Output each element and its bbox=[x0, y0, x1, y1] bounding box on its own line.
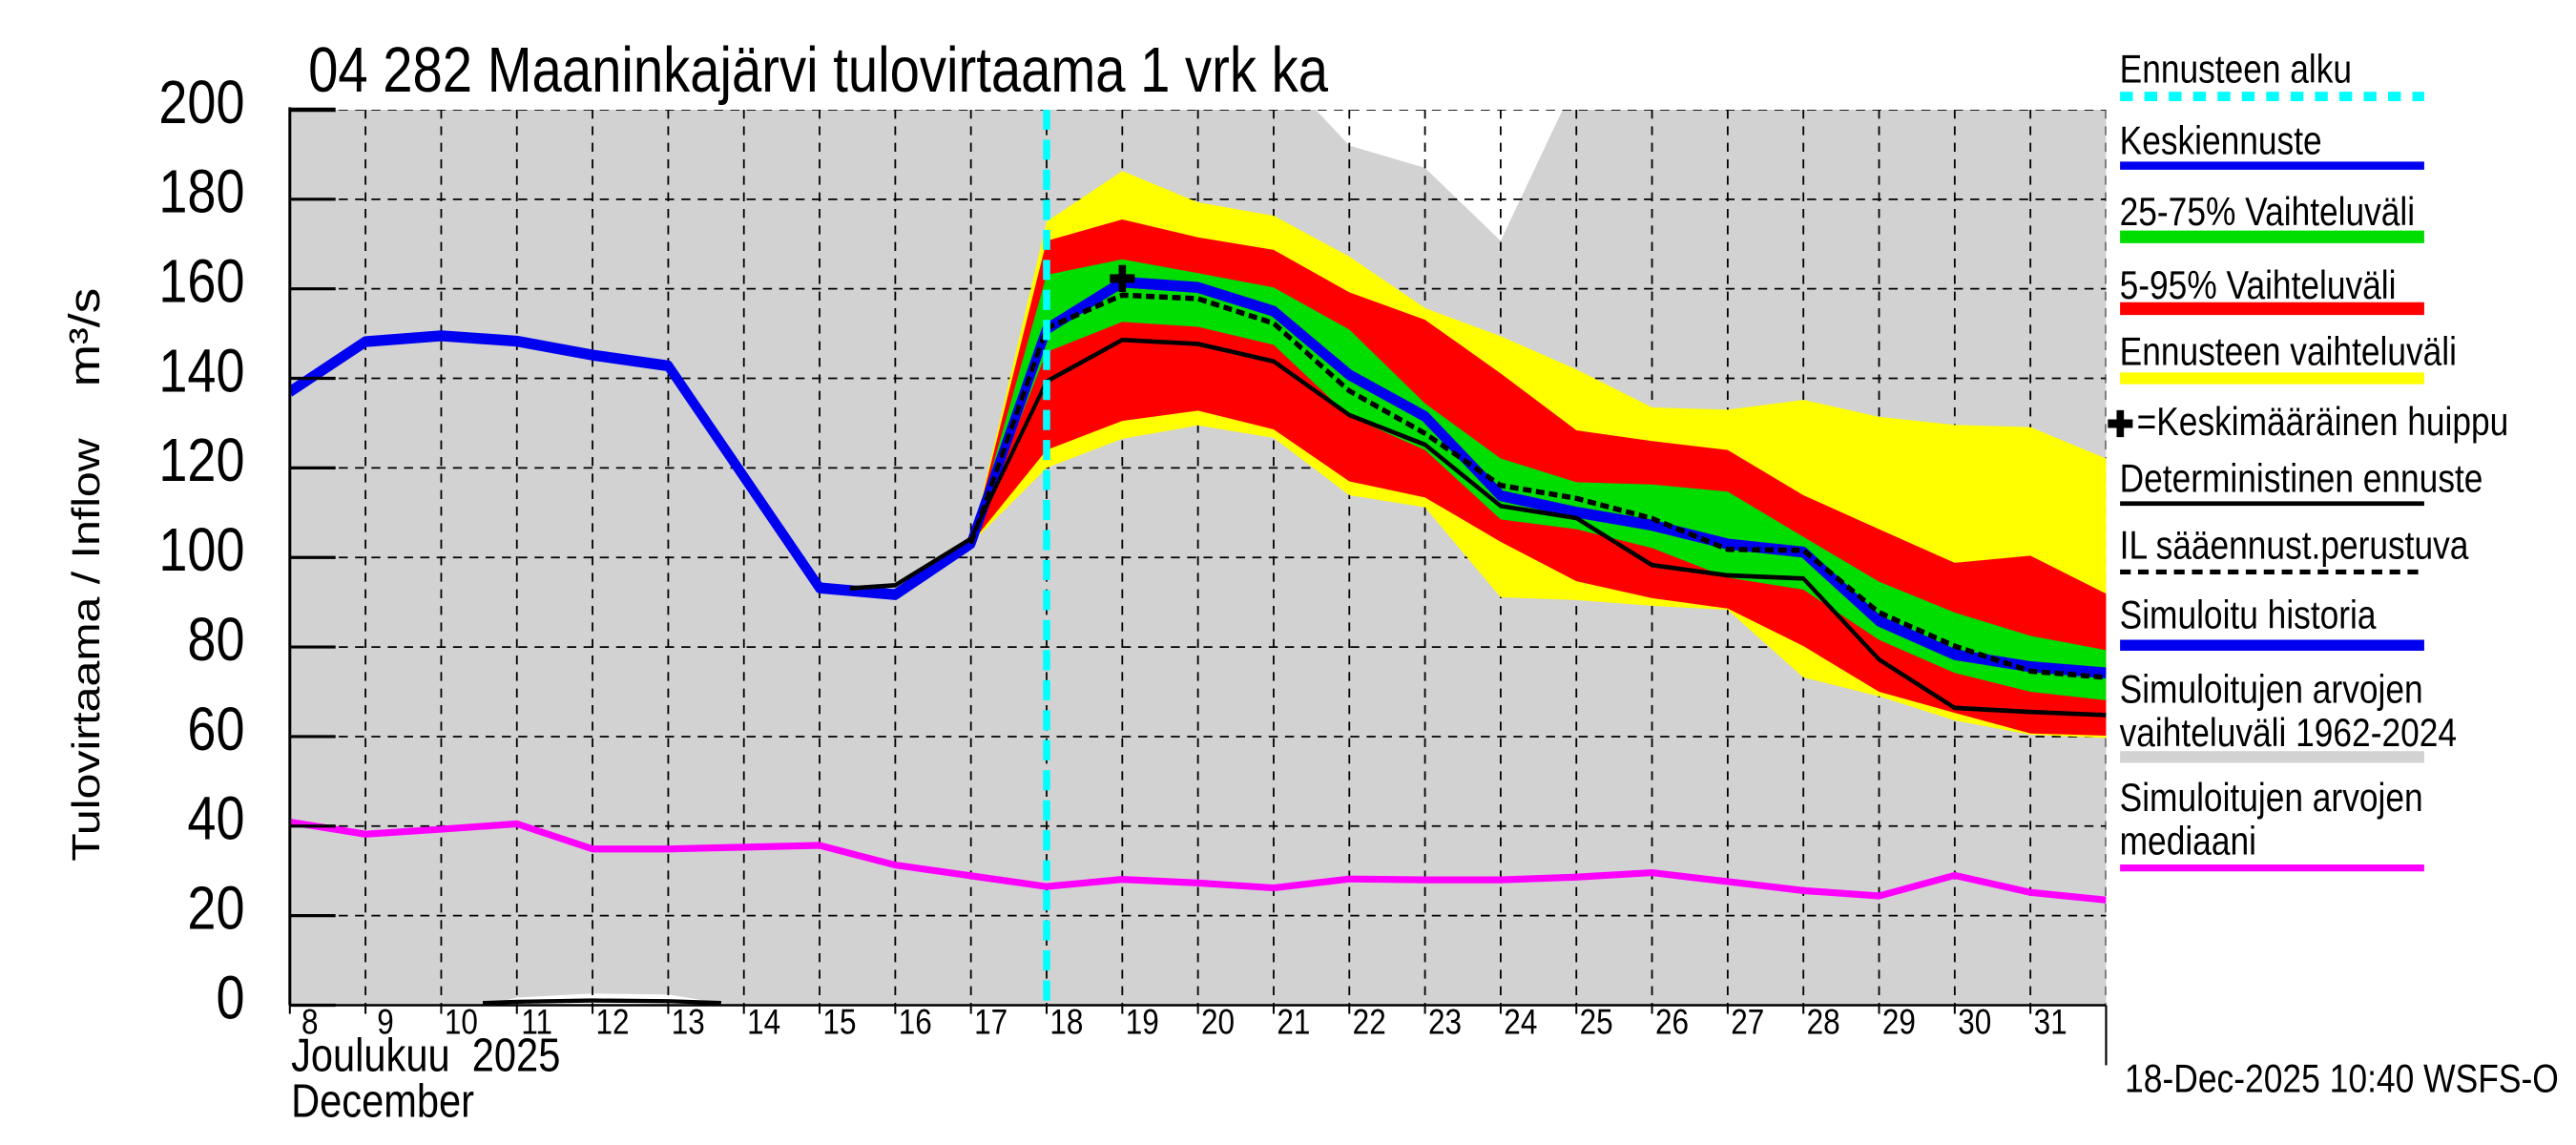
svg-text:Ennusteen vaihteluväli: Ennusteen vaihteluväli bbox=[2120, 330, 2457, 374]
svg-text:17: 17 bbox=[974, 1003, 1008, 1042]
svg-text:200: 200 bbox=[158, 67, 244, 135]
svg-text:11: 11 bbox=[521, 1003, 552, 1042]
svg-text:m³/s: m³/s bbox=[61, 288, 109, 387]
svg-text:16: 16 bbox=[899, 1003, 932, 1042]
svg-text:vaihteluväli 1962-2024: vaihteluväli 1962-2024 bbox=[2120, 711, 2457, 755]
svg-text:24: 24 bbox=[1504, 1003, 1537, 1042]
svg-text:mediaani: mediaani bbox=[2120, 820, 2256, 864]
svg-text:25-75% Vaihteluväli: 25-75% Vaihteluväli bbox=[2120, 190, 2415, 234]
svg-text:27: 27 bbox=[1731, 1003, 1764, 1042]
svg-text:12: 12 bbox=[595, 1003, 629, 1042]
svg-text:20: 20 bbox=[1201, 1003, 1235, 1042]
svg-text:Tulovirtaama / Inflow: Tulovirtaama / Inflow bbox=[66, 438, 109, 862]
svg-text:29: 29 bbox=[1882, 1003, 1916, 1042]
svg-text:100: 100 bbox=[158, 515, 244, 584]
svg-text:10: 10 bbox=[445, 1003, 478, 1042]
svg-text:18-Dec-2025 10:40 WSFS-O: 18-Dec-2025 10:40 WSFS-O bbox=[2125, 1057, 2559, 1101]
svg-text:120: 120 bbox=[158, 426, 244, 494]
svg-text:0: 0 bbox=[216, 963, 244, 1031]
svg-text:14: 14 bbox=[747, 1003, 780, 1042]
svg-text:40: 40 bbox=[187, 783, 244, 852]
svg-text:140: 140 bbox=[158, 336, 244, 405]
svg-text:26: 26 bbox=[1655, 1003, 1689, 1042]
svg-text:30: 30 bbox=[1958, 1003, 1991, 1042]
svg-text:Simuloitujen arvojen: Simuloitujen arvojen bbox=[2120, 776, 2423, 820]
svg-text:15: 15 bbox=[822, 1003, 856, 1042]
svg-text:60: 60 bbox=[187, 694, 244, 762]
svg-text:13: 13 bbox=[672, 1003, 705, 1042]
svg-text:Keskiennuste: Keskiennuste bbox=[2120, 119, 2322, 163]
svg-text:=Keskimääräinen huippu: =Keskimääräinen huippu bbox=[2137, 400, 2509, 444]
svg-text:9: 9 bbox=[377, 1003, 394, 1042]
svg-text:Ennusteen alku: Ennusteen alku bbox=[2120, 48, 2352, 92]
svg-text:December: December bbox=[291, 1074, 474, 1127]
svg-text:19: 19 bbox=[1126, 1003, 1159, 1042]
svg-text:160: 160 bbox=[158, 246, 244, 315]
svg-text:Deterministinen ennuste: Deterministinen ennuste bbox=[2120, 457, 2483, 501]
svg-text:IL sääennust.perustuva: IL sääennust.perustuva bbox=[2120, 524, 2469, 568]
svg-text:18: 18 bbox=[1049, 1003, 1083, 1042]
svg-text:04 282 Maaninkajärvi tulovirta: 04 282 Maaninkajärvi tulovirtaama 1 vrk … bbox=[308, 35, 1329, 107]
svg-text:180: 180 bbox=[158, 156, 244, 225]
svg-text:Simuloitu historia: Simuloitu historia bbox=[2120, 593, 2377, 637]
svg-text:23: 23 bbox=[1428, 1003, 1462, 1042]
svg-text:8: 8 bbox=[301, 1003, 319, 1042]
svg-text:22: 22 bbox=[1353, 1003, 1386, 1042]
svg-text:28: 28 bbox=[1807, 1003, 1840, 1042]
svg-text:25: 25 bbox=[1580, 1003, 1613, 1042]
svg-text:80: 80 bbox=[187, 605, 244, 674]
svg-text:31: 31 bbox=[2034, 1003, 2067, 1042]
svg-text:20: 20 bbox=[187, 873, 244, 942]
svg-text:21: 21 bbox=[1277, 1003, 1310, 1042]
svg-text:5-95% Vaihteluväli: 5-95% Vaihteluväli bbox=[2120, 263, 2397, 307]
svg-text:Simuloitujen arvojen: Simuloitujen arvojen bbox=[2120, 668, 2423, 712]
svg-text:Joulukuu 2025: Joulukuu 2025 bbox=[291, 1029, 560, 1081]
